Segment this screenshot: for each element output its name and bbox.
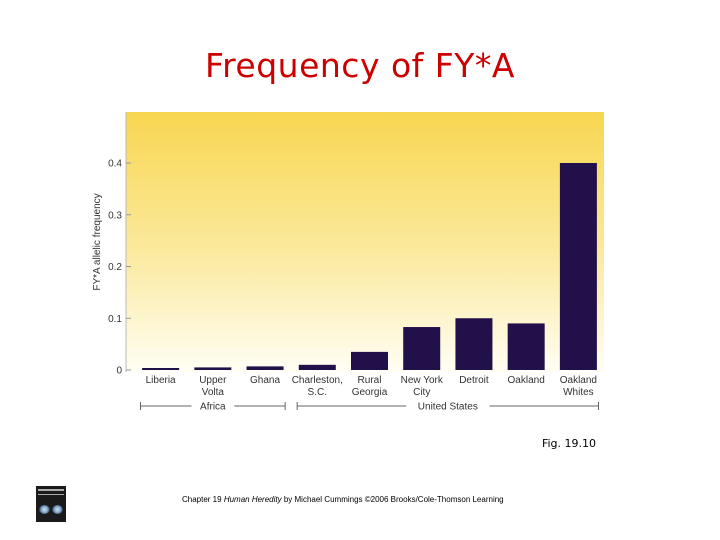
- bar: [403, 327, 441, 370]
- bar: [351, 351, 388, 370]
- bar: [142, 368, 180, 370]
- figure-label: Fig. 19.10: [541, 437, 596, 450]
- footer-book-title: Human Heredity: [223, 495, 282, 504]
- x-tick-label: Oakland: [508, 375, 545, 386]
- footer-suffix: by Michael Cummings ©2006 Brooks/Cole-Th…: [281, 495, 504, 504]
- slide-title: Frequency of FY*A: [205, 46, 515, 85]
- bar: [194, 367, 232, 370]
- bar: [298, 364, 336, 370]
- x-tick-label: S.C.: [308, 387, 327, 398]
- footer-prefix: Chapter 19: [182, 495, 224, 504]
- y-tick-label: 0: [116, 366, 122, 377]
- bar: [455, 318, 493, 370]
- group-label: United States: [418, 402, 478, 413]
- bar: [246, 366, 284, 370]
- x-tick-label: New York: [401, 375, 444, 386]
- x-tick-label: Detroit: [459, 375, 489, 386]
- x-tick-label: Rural: [358, 375, 382, 386]
- x-tick-label: Upper: [199, 375, 227, 386]
- x-tick-label: Whites: [563, 387, 594, 398]
- y-tick-label: 0.4: [108, 159, 122, 170]
- x-tick-label: Liberia: [146, 375, 176, 386]
- y-tick-label: 0.1: [108, 314, 122, 325]
- bar: [507, 323, 545, 370]
- y-tick-label: 0.3: [108, 210, 122, 221]
- bar: [559, 163, 597, 370]
- book-cover-thumbnail: [36, 486, 66, 522]
- x-tick-label: City: [413, 387, 430, 398]
- x-tick-label: Oakland: [560, 375, 597, 386]
- y-tick-label: 0.2: [108, 262, 122, 273]
- x-tick-label: Ghana: [250, 375, 280, 386]
- y-axis-label: FY*A allelic frequency: [92, 193, 103, 290]
- footer-credit: Chapter 19 Human Heredity by Michael Cum…: [182, 495, 504, 504]
- x-tick-label: Charleston,: [292, 375, 343, 386]
- group-label: Africa: [200, 402, 226, 413]
- x-tick-label: Georgia: [352, 387, 388, 398]
- x-tick-label: Volta: [202, 387, 225, 398]
